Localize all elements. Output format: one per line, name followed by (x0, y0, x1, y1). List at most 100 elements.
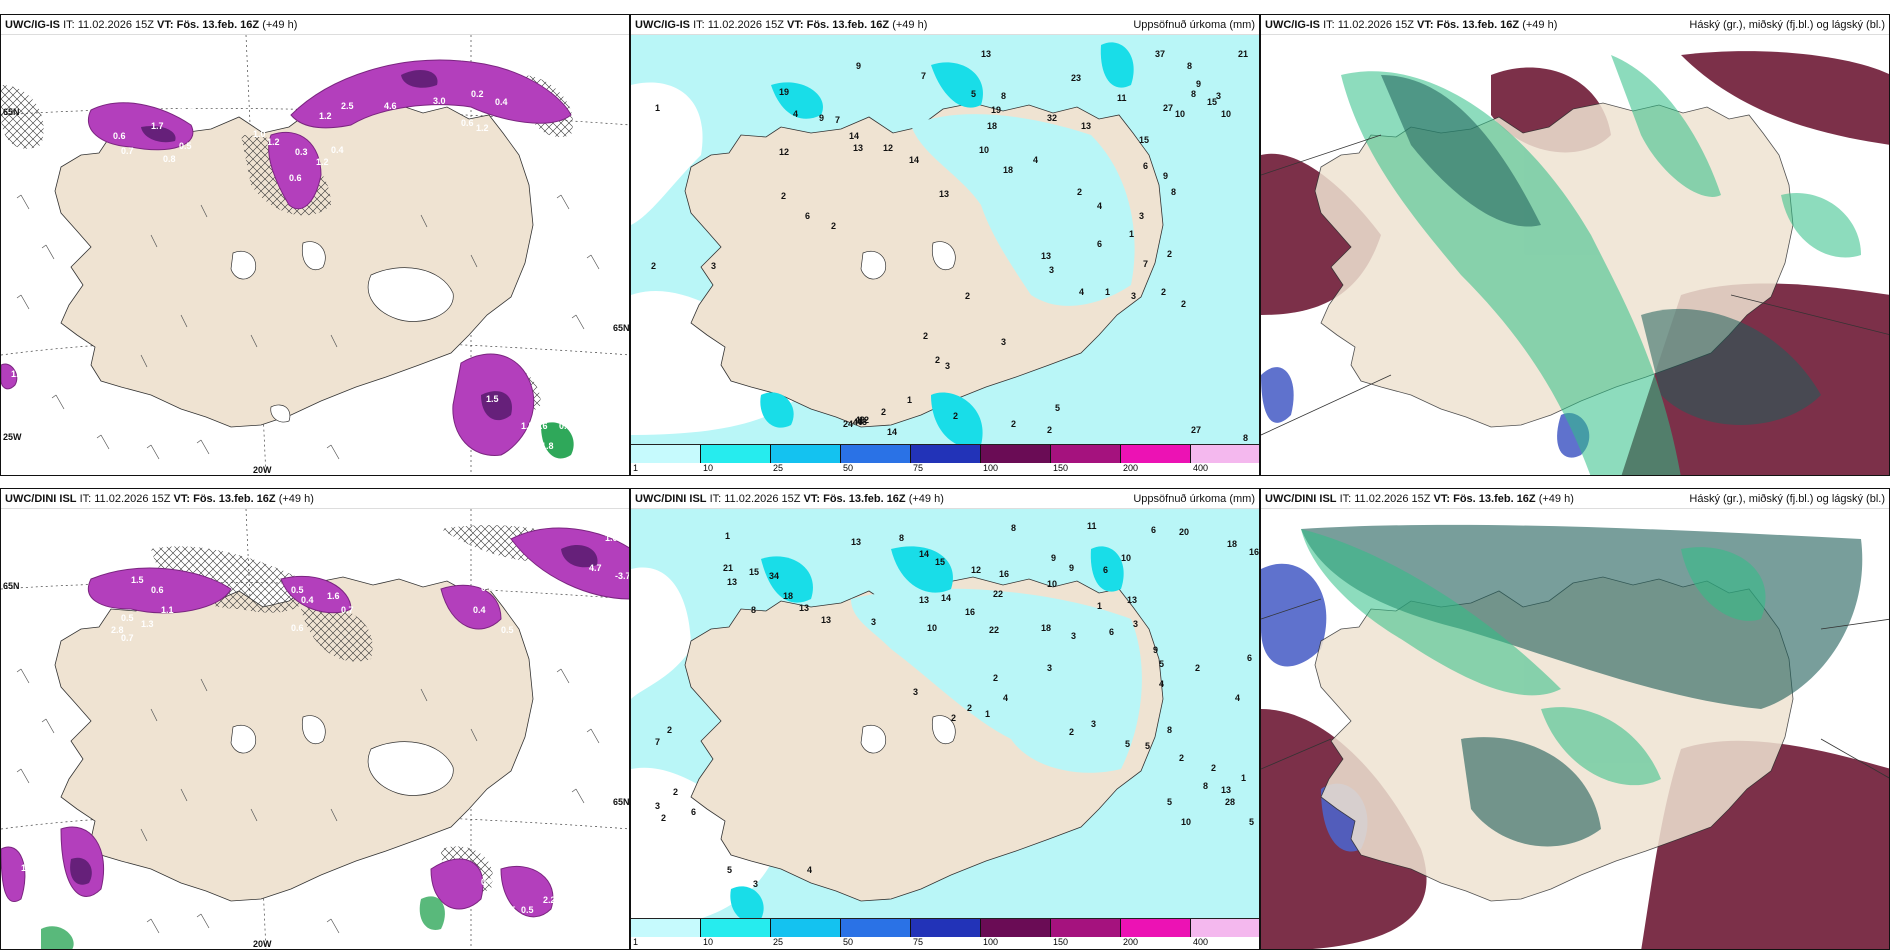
value-label: 15 (935, 557, 945, 567)
legend-tick: 10 (703, 463, 714, 473)
lead-time: (+49 h) (262, 19, 298, 31)
value-label: 1.6 (327, 591, 340, 601)
value-label: 2 (923, 331, 928, 341)
legend-tick: 100 (983, 463, 999, 473)
value-label: 4 (1033, 155, 1038, 165)
header-right: Uppsöfnuð úrkoma (mm) (1133, 493, 1255, 505)
value-label: 12 (859, 415, 869, 425)
value-label: 0.6 (591, 459, 604, 469)
legend-swatch (1051, 919, 1121, 937)
init-time: IT: 11.02.2026 15Z (79, 493, 171, 505)
model-name: UWC/IG-IS (635, 19, 690, 31)
value-label: 0.6 (559, 421, 572, 431)
value-label: 12 (779, 147, 789, 157)
value-label: 3 (1131, 291, 1136, 301)
value-label: 3 (1001, 337, 1006, 347)
axis-label-lat: 65N (3, 107, 20, 117)
value-label: 8 (1001, 91, 1006, 101)
value-label: 5 (1159, 659, 1164, 669)
value-label: 8 (1011, 523, 1016, 533)
value-label: 23 (1071, 73, 1081, 83)
legend-swatch (771, 919, 841, 937)
value-label: 3 (753, 879, 758, 889)
value-label: 1.3 (141, 619, 154, 629)
value-label: 3 (1049, 265, 1054, 275)
value-label: 0.6 (113, 131, 126, 141)
value-label: 0.7 (121, 146, 134, 156)
value-label: 22 (993, 589, 1003, 599)
axis-label-lat-right: 65N (613, 323, 630, 333)
value-label: 2 (661, 813, 666, 823)
value-label: 5 (1167, 797, 1172, 807)
value-label: 6 (1103, 565, 1108, 575)
value-label: 5 (727, 865, 732, 875)
value-label: 1 (1129, 229, 1134, 239)
value-label: 7 (835, 115, 840, 125)
value-label: 43 (857, 417, 867, 427)
model-name: UWC/IG-IS (1265, 19, 1320, 31)
legend-swatch (911, 445, 981, 463)
value-label: 10 (1181, 817, 1191, 827)
value-label: 10 (927, 623, 937, 633)
legend-tick: 400 (1193, 463, 1209, 473)
value-label: 8 (1243, 433, 1248, 443)
legend-swatch (911, 919, 981, 937)
legend-tick: 200 (1123, 463, 1139, 473)
panel-header: UWC/IG-IS IT: 11.02.2026 15Z VT: Fös. 13… (631, 15, 1259, 35)
lead-time: (+49 h) (1522, 19, 1558, 31)
value-label: 1 (907, 395, 912, 405)
value-label: 1.5 (521, 421, 534, 431)
valid-time: VT: Fös. 13.feb. 16Z (1417, 19, 1520, 31)
value-label: 34 (769, 571, 779, 581)
value-label: 8 (1171, 187, 1176, 197)
value-label: 18 (1003, 165, 1013, 175)
panel-header: UWC/IG-IS IT: 11.02.2026 15Z VT: Fös. 13… (1, 15, 629, 35)
value-label: 6 (691, 807, 696, 817)
value-label: 0.4 (473, 605, 486, 615)
value-label: 0.5 (291, 585, 304, 595)
panel-igis-cloud: UWC/IG-IS IT: 11.02.2026 15Z VT: Fös. 13… (1260, 14, 1890, 476)
value-label: 0.5 (501, 625, 514, 635)
value-label: 3 (913, 687, 918, 697)
value-label: 2 (1211, 763, 1216, 773)
value-label: 3 (1139, 211, 1144, 221)
value-label: 11 (1087, 521, 1097, 531)
color-legend: 1 10 25 50 75 100 150 200 400 (631, 918, 1259, 949)
value-label: 2 (667, 725, 672, 735)
value-label: 0.5 (521, 905, 534, 915)
value-label: 9 (1196, 79, 1201, 89)
valid-time: VT: Fös. 13.feb. 16Z (787, 19, 890, 31)
value-label: 4 (1159, 679, 1164, 689)
value-label: 10 (1221, 109, 1231, 119)
value-label: 0.4 (331, 145, 344, 155)
value-label: 4.2 (541, 617, 554, 627)
value-labels: 1.00.64.7-3.71.50.61.10.52.81.30.70.50.4… (21, 533, 629, 935)
value-label: 12 (971, 565, 981, 575)
value-label: 3.0 (433, 96, 446, 106)
value-label: 28 (1225, 797, 1235, 807)
init-time: IT: 11.02.2026 15Z (709, 493, 801, 505)
legend-swatch (981, 445, 1051, 463)
value-label: 2 (1069, 727, 1074, 737)
value-label: 3 (1047, 663, 1052, 673)
panel-header: UWC/DINI ISL IT: 11.02.2026 15Z VT: Fös.… (1261, 489, 1889, 509)
axis-label-lon-west: 25W (3, 432, 22, 442)
header-right: Uppsöfnuð úrkoma (mm) (1133, 19, 1255, 31)
model-name: UWC/IG-IS (5, 19, 60, 31)
value-label: 10 (1175, 109, 1185, 119)
map-igis-wind: 6.62.5 4.6 3.01.20.20.41.20.62.20.61.70.70… (1, 35, 630, 475)
init-time: IT: 11.02.2026 15Z (1339, 493, 1431, 505)
value-label: 8 (1187, 61, 1192, 71)
value-label: 0.3 (481, 877, 494, 887)
value-label: 12 (883, 143, 893, 153)
value-label: 0.6 (289, 173, 302, 183)
value-label: 9 (819, 113, 824, 123)
panel-dini-cloud: UWC/DINI ISL IT: 11.02.2026 15Z VT: Fös.… (1260, 488, 1890, 950)
value-label: 1.3 (11, 369, 24, 379)
value-label: 13 (821, 615, 831, 625)
value-label: 6 (1247, 653, 1252, 663)
valid-time: VT: Fös. 13.feb. 16Z (803, 493, 906, 505)
value-label: 19 (991, 105, 1001, 115)
value-label: 1.2 (316, 157, 329, 167)
legend-tick: 150 (1053, 937, 1069, 947)
